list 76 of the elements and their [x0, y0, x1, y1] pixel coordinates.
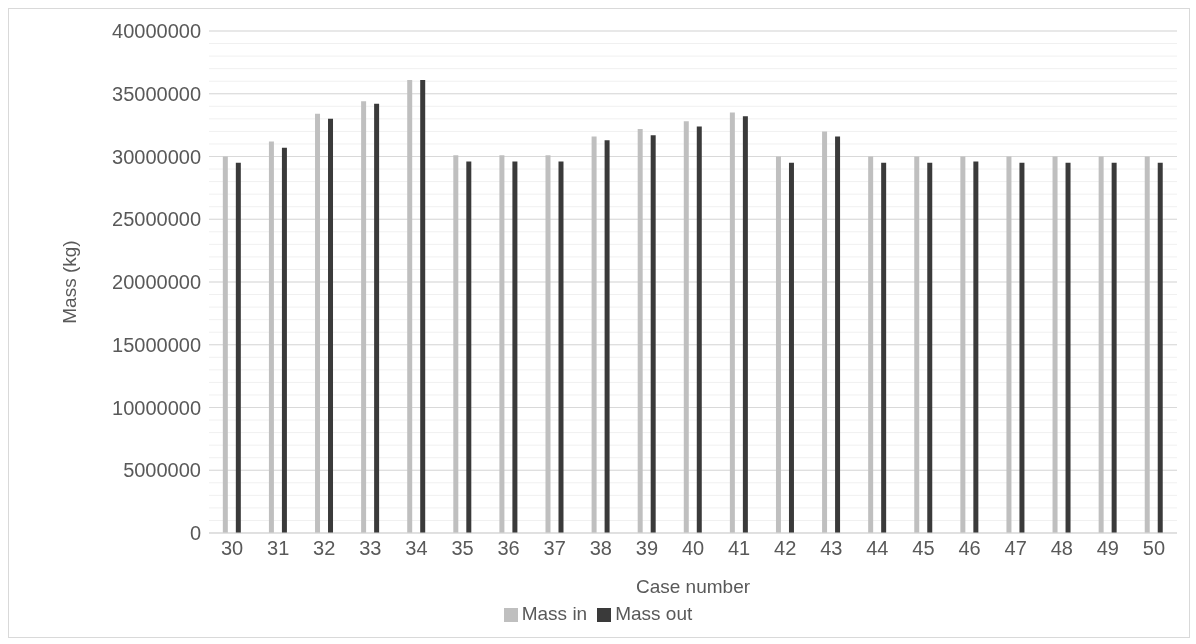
x-axis-title: Case number	[635, 576, 751, 597]
y-tick-label: 10000000	[112, 396, 201, 419]
bar	[1111, 162, 1117, 533]
bar	[268, 141, 274, 533]
x-tick-label: 31	[267, 537, 290, 560]
legend-label: Mass out	[615, 603, 693, 624]
x-tick-label: 39	[635, 537, 659, 560]
bar	[927, 162, 933, 533]
bar	[591, 136, 597, 533]
bar	[328, 118, 334, 533]
bar	[420, 79, 426, 533]
bar	[1157, 162, 1163, 533]
x-tick-label: 49	[1096, 537, 1119, 560]
bar	[1144, 156, 1150, 533]
x-tick-label: 42	[774, 537, 797, 560]
x-tick-label: 47	[1004, 537, 1027, 560]
bar	[1052, 156, 1058, 533]
bar	[512, 161, 518, 533]
x-tick-label: 37	[543, 537, 566, 560]
y-tick-label: 5000000	[123, 459, 201, 482]
bar	[604, 140, 610, 533]
x-tick-label: 34	[405, 537, 428, 560]
x-tick-label: 40	[681, 537, 705, 560]
x-tick-label: 33	[359, 537, 382, 560]
x-tick-label: 30	[220, 537, 244, 560]
x-tick-label: 32	[313, 537, 336, 560]
bar	[1006, 156, 1012, 533]
bar	[868, 156, 874, 533]
bar	[650, 135, 656, 533]
x-tick-label: 46	[958, 537, 981, 560]
bar	[683, 121, 689, 533]
y-tick-label: 15000000	[112, 333, 201, 356]
bar	[914, 156, 920, 533]
bar	[835, 136, 841, 533]
bar	[1065, 162, 1071, 533]
y-tick-label: 35000000	[112, 82, 201, 105]
bar	[453, 155, 459, 533]
bar	[637, 128, 643, 533]
bar	[315, 113, 321, 533]
bar	[374, 103, 380, 533]
legend-label: Mass in	[521, 603, 588, 624]
bar	[788, 162, 794, 533]
bar	[729, 112, 735, 533]
bar	[545, 155, 551, 533]
x-tick-label: 35	[451, 537, 474, 560]
x-tick-label: 41	[727, 537, 751, 560]
x-tick-label: 50	[1142, 537, 1166, 560]
bar	[558, 161, 564, 533]
bar	[696, 126, 702, 533]
bar	[466, 161, 472, 533]
x-tick-label: 48	[1050, 537, 1073, 560]
x-tick-label: 38	[589, 537, 612, 560]
bar	[742, 116, 748, 533]
y-tick-label: 25000000	[112, 208, 201, 231]
x-tick-label: 45	[912, 537, 935, 560]
bar	[775, 156, 781, 533]
bar	[281, 147, 287, 533]
x-tick-label: 43	[820, 537, 843, 560]
y-axis-title: Mass (kg)	[58, 240, 80, 324]
y-tick-label: 20000000	[112, 271, 201, 294]
bar	[822, 131, 828, 533]
y-tick-label: 0	[189, 522, 201, 545]
bar	[1019, 162, 1025, 533]
bar	[407, 79, 413, 533]
bar	[881, 162, 887, 533]
y-tick-label: 30000000	[112, 145, 201, 168]
bar	[1098, 156, 1104, 533]
bar	[499, 155, 505, 533]
bar	[222, 156, 228, 533]
x-tick-label: 44	[866, 537, 889, 560]
bar	[361, 101, 367, 533]
bar	[235, 162, 241, 533]
y-tick-label: 40000000	[112, 20, 201, 43]
bar	[973, 161, 979, 533]
bar	[960, 156, 966, 533]
x-tick-label: 36	[497, 537, 520, 560]
